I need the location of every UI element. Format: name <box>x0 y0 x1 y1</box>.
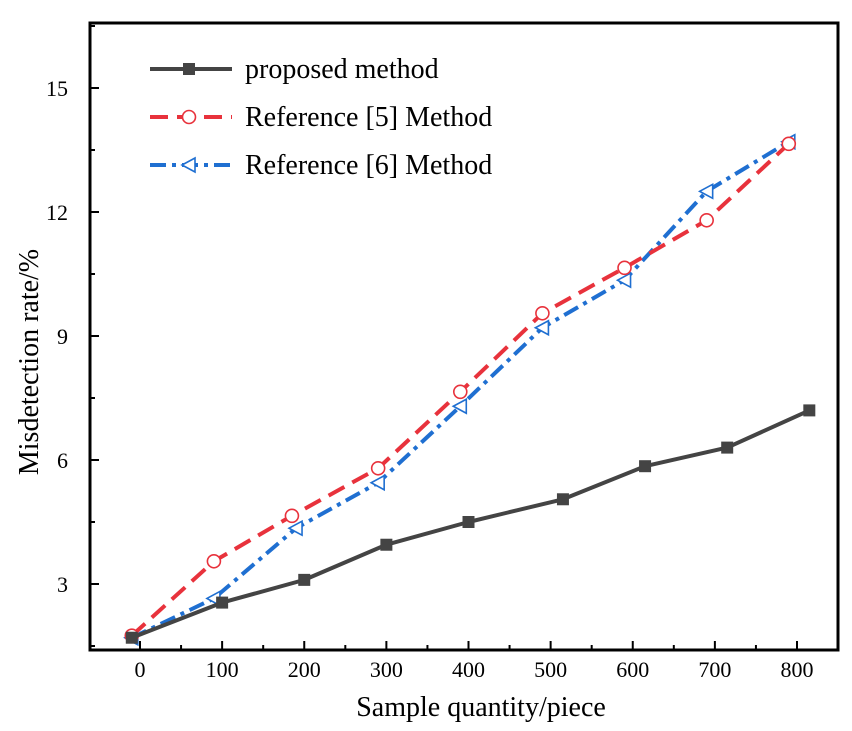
legend-label: proposed method <box>245 54 439 85</box>
data-point <box>462 516 475 528</box>
legend: proposed method Reference [5] Method Refer… <box>150 54 492 181</box>
x-tick-label: 500 <box>534 657 567 682</box>
data-point <box>699 212 714 228</box>
legend-entry: Reference [5] Method <box>150 102 492 133</box>
series-proposed-method <box>125 404 816 644</box>
legend-marker <box>180 156 196 174</box>
series-line <box>130 140 790 640</box>
legend-label: Reference [6] Method <box>245 150 492 181</box>
x-tick-label: 600 <box>616 657 649 682</box>
y-tick-label: 9 <box>57 324 68 349</box>
legend-entry: proposed method <box>150 54 439 85</box>
x-tick-label: 400 <box>452 657 485 682</box>
data-point <box>533 319 550 337</box>
x-axis-title: Sample quantity/piece <box>356 692 606 723</box>
axis-ticks <box>90 25 798 650</box>
data-point <box>287 519 303 537</box>
data-point <box>556 493 569 506</box>
data-point <box>803 404 816 417</box>
data-point <box>615 271 632 289</box>
data-point <box>697 182 714 200</box>
y-tick-label: 15 <box>46 76 68 101</box>
x-tick-label: 300 <box>370 657 403 682</box>
legend-marker <box>183 63 195 75</box>
data-point <box>452 384 468 400</box>
x-tick-label: 100 <box>206 657 239 682</box>
y-tick-label: 6 <box>57 448 68 473</box>
data-point <box>781 136 797 152</box>
y-tick-label: 3 <box>57 572 68 597</box>
legend-entry: Reference [6] Method <box>150 150 492 181</box>
data-point <box>535 305 550 321</box>
data-point <box>370 460 386 476</box>
x-tick-label: 200 <box>288 657 321 682</box>
series-layer <box>123 133 816 647</box>
data-point <box>206 553 222 569</box>
data-point <box>369 474 385 492</box>
data-point <box>298 573 311 586</box>
data-point <box>721 441 734 454</box>
plot-frame <box>88 21 840 652</box>
data-point <box>380 538 393 551</box>
x-tick-label: 800 <box>781 657 814 682</box>
legend-marker <box>181 109 197 125</box>
data-point <box>451 397 468 415</box>
data-point <box>617 260 632 276</box>
data-point <box>125 631 138 644</box>
data-point <box>284 508 300 524</box>
legend-label: Reference [5] Method <box>245 102 492 133</box>
series-reference-5-method <box>124 136 797 643</box>
x-tick-label: 0 <box>135 657 146 682</box>
x-tick-label: 700 <box>698 657 731 682</box>
tick-labels: 0 100 200 300 400 500 600 700 800 3 6 9 12 15 <box>46 76 814 682</box>
y-axis-title: Misdetection rate/% <box>14 249 45 475</box>
data-point <box>639 460 652 473</box>
data-point <box>216 596 229 609</box>
y-tick-label: 12 <box>46 200 68 225</box>
